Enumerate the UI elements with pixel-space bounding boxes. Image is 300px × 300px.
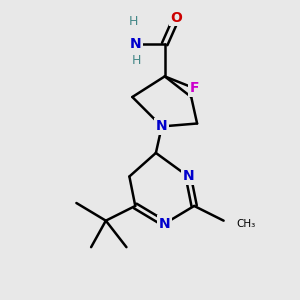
Text: CH₃: CH₃ bbox=[237, 219, 256, 229]
Text: N: N bbox=[130, 37, 141, 51]
Text: N: N bbox=[156, 119, 168, 134]
Text: F: F bbox=[189, 81, 199, 95]
Text: H: H bbox=[132, 54, 141, 67]
Text: N: N bbox=[182, 169, 194, 184]
Text: N: N bbox=[159, 217, 170, 231]
Text: O: O bbox=[171, 11, 182, 25]
Text: H: H bbox=[129, 15, 139, 28]
